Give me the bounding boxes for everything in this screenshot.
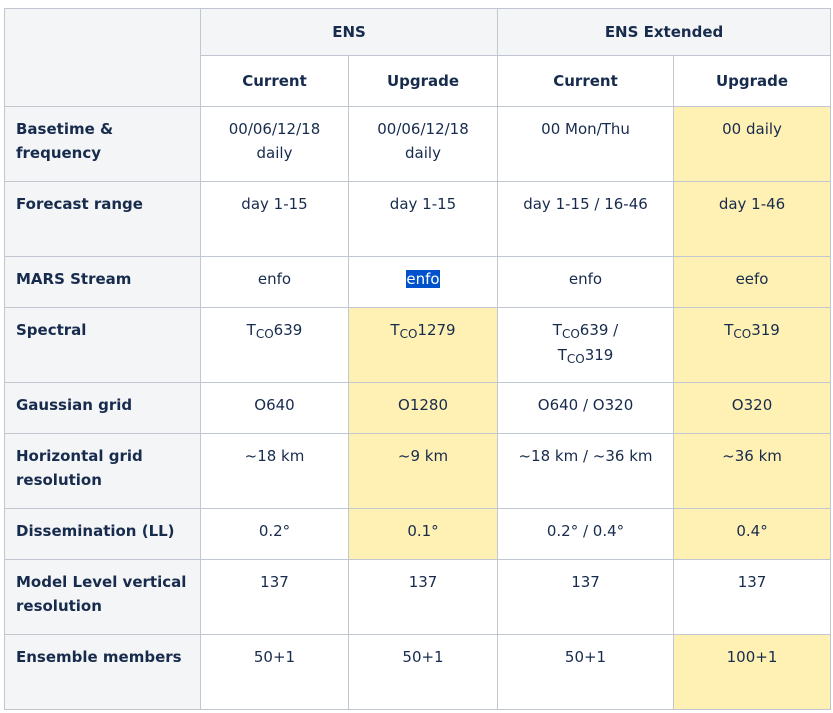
cell-gaussian-ens-upgrade: O1280 <box>347 382 499 434</box>
cell-horizontal-ext-current: ~18 km / ~36 km <box>497 433 675 509</box>
spectral-prefix: T <box>552 321 562 339</box>
col-header-ens-current: Current <box>200 55 349 107</box>
cell-members-ext-current: 50+1 <box>497 634 675 710</box>
cell-model-ext-current: 137 <box>497 559 675 635</box>
cell-members-ens-current: 50+1 <box>200 634 349 710</box>
cell-spectral-ext-current: TCO639 /TCO319 <box>497 307 675 383</box>
cell-mars-ext-current: enfo <box>497 256 675 308</box>
comparison-table: ENS ENS Extended Current Upgrade Current… <box>4 8 832 710</box>
row-label-forecast-range: Forecast range <box>4 181 201 257</box>
cell-dissemination-ext-upgrade: 0.4° <box>673 508 832 560</box>
cell-mars-ens-upgrade[interactable]: enfo <box>347 256 499 308</box>
spectral-number: 639 <box>273 321 303 339</box>
cell-horizontal-ext-upgrade: ~36 km <box>673 433 832 509</box>
cell-members-ens-upgrade: 50+1 <box>347 634 499 710</box>
table-row: Horizontal grid resolution ~18 km ~9 km … <box>4 433 832 509</box>
cell-dissemination-ext-current: 0.2° / 0.4° <box>497 508 675 560</box>
cell-basetime-ens-upgrade: 00/06/12/18 daily <box>347 106 499 182</box>
cell-gaussian-ext-upgrade: O320 <box>673 382 832 434</box>
cell-horizontal-ens-upgrade: ~9 km <box>347 433 499 509</box>
cell-spectral-ens-current: TCO639 <box>200 307 349 383</box>
spectral-subscript: CO <box>255 327 274 341</box>
cell-dissemination-ens-current: 0.2° <box>200 508 349 560</box>
spectral-number: 319 <box>751 321 780 339</box>
spectral-number: 1279 <box>417 321 456 339</box>
cell-gaussian-ext-current: O640 / O320 <box>497 382 675 434</box>
cell-spectral-ext-upgrade: TCO319 <box>673 307 832 383</box>
row-label-ensemble-members: Ensemble members <box>4 634 201 710</box>
row-label-gaussian-grid: Gaussian grid <box>4 382 201 434</box>
cell-dissemination-ens-upgrade: 0.1° <box>347 508 499 560</box>
group-header-ens: ENS <box>199 8 499 56</box>
row-label-mars-stream: MARS Stream <box>4 256 201 308</box>
cell-horizontal-ens-current: ~18 km <box>200 433 349 509</box>
spectral-prefix: T <box>724 321 734 339</box>
cell-spectral-ens-upgrade: TCO1279 <box>347 307 499 383</box>
cell-basetime-ext-upgrade: 00 daily <box>673 106 832 182</box>
row-label-horizontal-resolution: Horizontal grid resolution <box>4 433 201 509</box>
cell-mars-ext-upgrade: eefo <box>673 256 832 308</box>
spectral-number: 319 <box>584 346 614 364</box>
cell-forecast-ens-upgrade: day 1-15 <box>347 181 499 257</box>
cell-model-ens-current: 137 <box>200 559 349 635</box>
table-row: Basetime & frequency 00/06/12/18 daily 0… <box>4 106 832 182</box>
cell-gaussian-ens-current: O640 <box>200 382 349 434</box>
col-header-ext-upgrade: Upgrade <box>673 55 832 107</box>
spectral-subscript: CO <box>733 327 752 341</box>
table-row: Model Level vertical resolution 137 137 … <box>4 559 832 635</box>
row-label-model-level: Model Level vertical resolution <box>4 559 201 635</box>
row-label-basetime: Basetime & frequency <box>4 106 201 182</box>
cell-basetime-ens-current: 00/06/12/18 daily <box>200 106 349 182</box>
spectral-subscript: CO <box>399 327 418 341</box>
spectral-subscript: CO <box>561 327 580 341</box>
table-row: Gaussian grid O640 O1280 O640 / O320 O32… <box>4 382 832 434</box>
group-header-ens-extended: ENS Extended <box>497 8 832 56</box>
spectral-prefix: T <box>557 346 567 364</box>
cell-basetime-ext-current: 00 Mon/Thu <box>497 106 675 182</box>
spectral-number: 639 / <box>579 321 619 339</box>
cell-forecast-ext-upgrade: day 1-46 <box>673 181 832 257</box>
selected-text[interactable]: enfo <box>406 270 440 288</box>
table-row: Dissemination (LL) 0.2° 0.1° 0.2° / 0.4°… <box>4 508 832 560</box>
table-row: Forecast range day 1-15 day 1-15 day 1-1… <box>4 181 832 257</box>
row-label-spectral: Spectral <box>4 307 201 383</box>
cell-mars-ens-current: enfo <box>200 256 349 308</box>
corner-cell <box>4 8 201 107</box>
table-row: Spectral TCO639 TCO1279 TCO639 /TCO319 T… <box>4 307 832 383</box>
cell-model-ens-upgrade: 137 <box>347 559 499 635</box>
spectral-subscript: CO <box>566 352 585 366</box>
spectral-prefix: T <box>246 321 256 339</box>
table-row: Ensemble members 50+1 50+1 50+1 100+1 <box>4 634 832 710</box>
cell-forecast-ext-current: day 1-15 / 16-46 <box>497 181 675 257</box>
row-label-dissemination: Dissemination (LL) <box>4 508 201 560</box>
cell-forecast-ens-current: day 1-15 <box>200 181 349 257</box>
col-header-ens-upgrade: Upgrade <box>347 55 499 107</box>
col-header-ext-current: Current <box>497 55 675 107</box>
cell-model-ext-upgrade: 137 <box>673 559 832 635</box>
spectral-prefix: T <box>390 321 400 339</box>
group-header-row: ENS ENS Extended <box>4 8 832 107</box>
table-row: MARS Stream enfo enfo enfo eefo <box>4 256 832 308</box>
column-header-row: Current Upgrade Current Upgrade <box>5 55 832 107</box>
cell-members-ext-upgrade: 100+1 <box>673 634 832 710</box>
